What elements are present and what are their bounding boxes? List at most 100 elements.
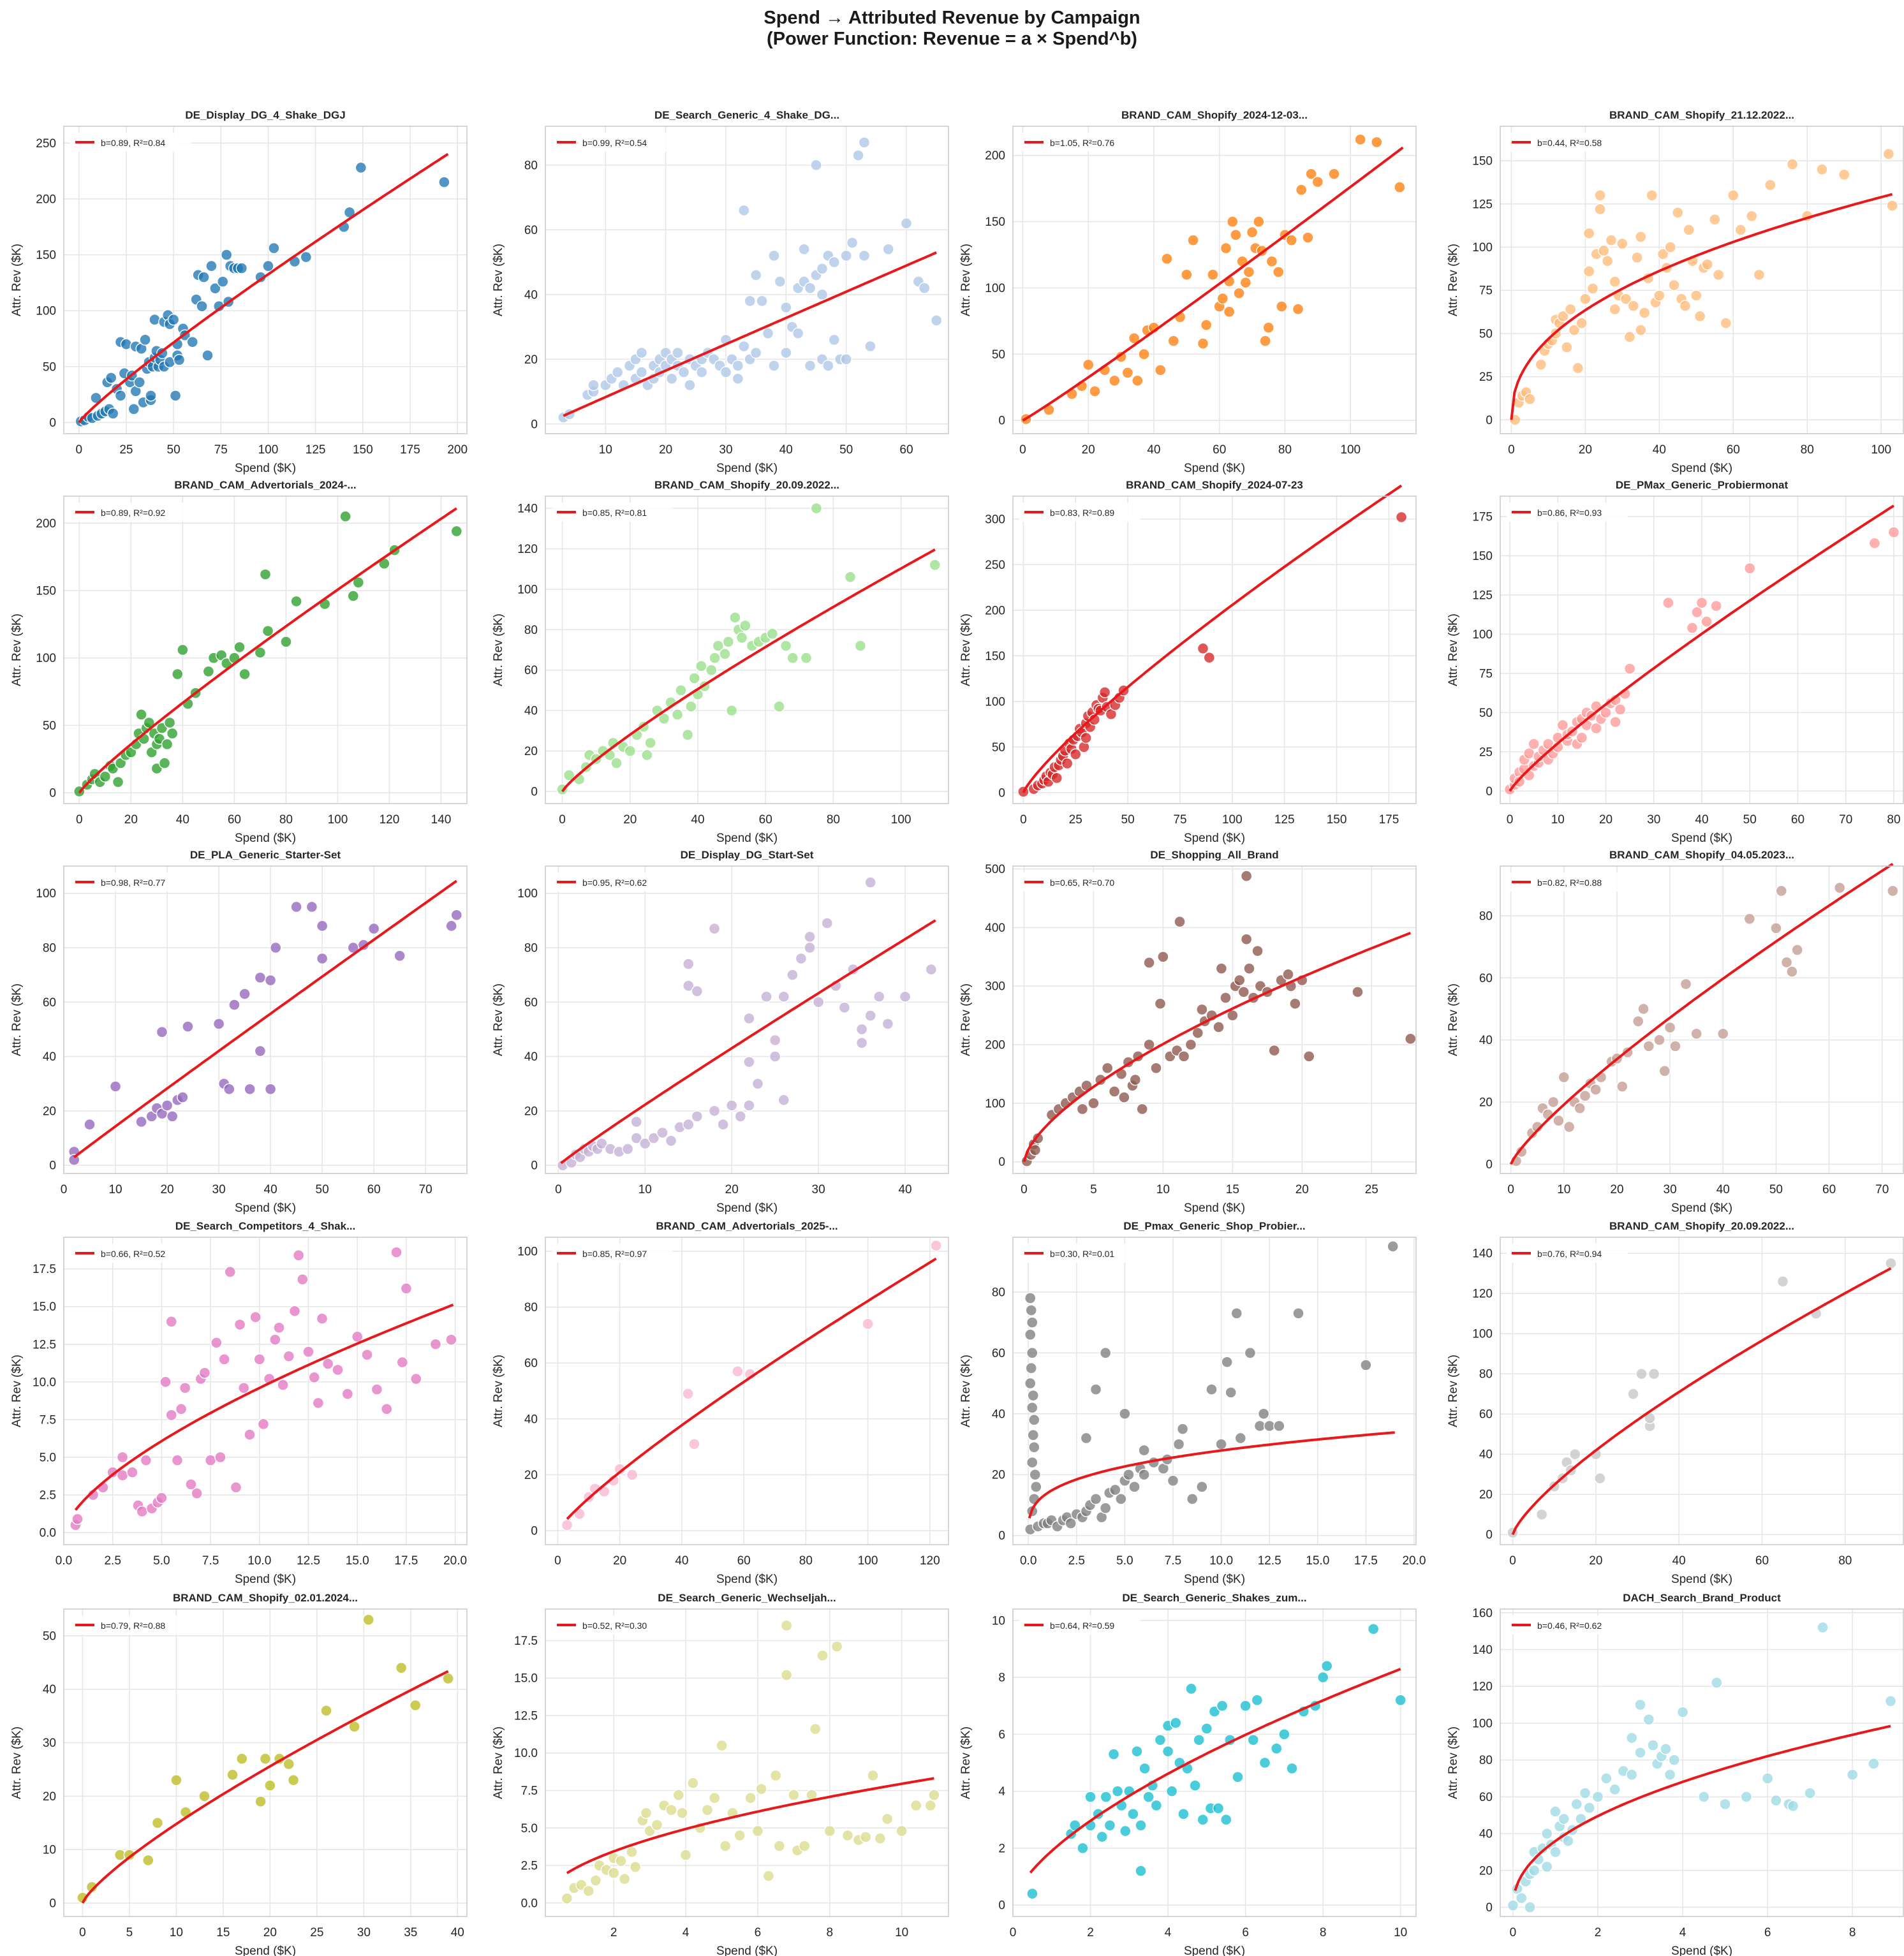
x-axis-label: Spend ($K) bbox=[235, 1202, 296, 1215]
fit-line bbox=[566, 1257, 937, 1520]
data-point bbox=[561, 1892, 573, 1904]
data-point bbox=[1258, 1756, 1271, 1769]
data-point bbox=[778, 990, 790, 1003]
x-tick-label: 0 bbox=[1509, 1554, 1516, 1568]
data-point bbox=[341, 1388, 354, 1400]
data-point bbox=[1660, 1743, 1672, 1755]
data-point bbox=[302, 1346, 314, 1358]
data-point bbox=[259, 1753, 272, 1765]
data-point bbox=[68, 1154, 80, 1166]
data-point bbox=[1123, 1469, 1135, 1481]
data-point bbox=[1186, 1493, 1199, 1505]
data-point bbox=[1711, 1677, 1723, 1689]
data-point bbox=[107, 408, 119, 420]
x-tick-label: 17.5 bbox=[1354, 1554, 1378, 1568]
y-tick-label: 60 bbox=[524, 1357, 538, 1371]
x-tick-label: 200 bbox=[447, 443, 468, 457]
data-point bbox=[1586, 283, 1599, 295]
data-point bbox=[255, 1795, 267, 1807]
x-tick-label: 40 bbox=[1716, 1183, 1730, 1196]
subplot-title: DACH_Search_Brand_Product bbox=[1623, 1592, 1781, 1604]
x-axis-label: Spend ($K) bbox=[1671, 462, 1732, 475]
legend-box bbox=[1019, 133, 1140, 152]
data-point bbox=[1579, 293, 1591, 305]
y-tick-label: 12.5 bbox=[514, 1709, 538, 1723]
data-point bbox=[202, 349, 214, 362]
y-tick-label: 300 bbox=[985, 513, 1005, 526]
data-point bbox=[166, 1110, 179, 1122]
y-tick-label: 150 bbox=[985, 650, 1005, 663]
x-axis-label: Spend ($K) bbox=[235, 832, 296, 845]
data-point bbox=[735, 631, 748, 644]
data-point bbox=[1065, 1517, 1077, 1529]
plot-area bbox=[1500, 1237, 1903, 1545]
data-point bbox=[1540, 1860, 1553, 1873]
data-point bbox=[855, 1023, 868, 1036]
data-point bbox=[288, 1305, 301, 1317]
legend-label: b=0.85, R²=0.81 bbox=[582, 508, 647, 518]
x-tick-label: 0 bbox=[1510, 1926, 1517, 1939]
plot-frame bbox=[63, 865, 468, 1174]
plot-frame bbox=[1500, 496, 1904, 804]
data-point bbox=[743, 1099, 755, 1112]
data-point bbox=[254, 647, 267, 659]
data-point bbox=[277, 1379, 289, 1391]
data-point bbox=[297, 1273, 309, 1286]
data-point bbox=[1535, 358, 1547, 371]
y-tick-label: 60 bbox=[524, 664, 538, 677]
data-point bbox=[1119, 1408, 1131, 1420]
data-point bbox=[749, 269, 762, 281]
data-point bbox=[1683, 224, 1695, 236]
subplot-12: 0 10 20 30 40 50 60 70 0 20 40 60 80 b=0.82, R²=0.88 B… bbox=[1447, 849, 1904, 1215]
data-point bbox=[136, 1505, 148, 1518]
x-tick-label: 140 bbox=[431, 813, 452, 827]
data-point bbox=[1535, 1508, 1548, 1520]
y-tick-label: 2.5 bbox=[40, 1489, 56, 1503]
data-point bbox=[1740, 1791, 1753, 1803]
y-tick-label: 100 bbox=[985, 282, 1005, 295]
y-tick-label: 250 bbox=[36, 137, 56, 151]
data-point bbox=[355, 161, 367, 174]
data-point bbox=[1027, 1389, 1039, 1402]
data-point bbox=[1139, 1762, 1151, 1775]
data-point bbox=[142, 1854, 154, 1867]
data-point bbox=[1627, 300, 1639, 312]
subplot-title: DE_Shopping_All_Brand bbox=[1150, 849, 1278, 861]
y-tick-label: 0 bbox=[998, 786, 1005, 800]
data-point bbox=[1405, 1033, 1417, 1045]
data-point bbox=[1193, 1734, 1205, 1746]
x-tick-label: 125 bbox=[1274, 813, 1295, 827]
x-tick-label: 0 bbox=[1508, 443, 1515, 457]
y-tick-label: 60 bbox=[1479, 972, 1493, 985]
data-point bbox=[257, 1418, 270, 1430]
subplot-19: 0 2 4 6 8 10 0 2 4 6 8 10 b=0.64, R²=0.59 DE_Search_G… bbox=[959, 1592, 1417, 1956]
x-tick-label: 80 bbox=[827, 813, 840, 827]
data-point bbox=[1026, 1456, 1038, 1469]
data-point bbox=[1594, 189, 1606, 202]
data-point bbox=[410, 1372, 422, 1385]
data-point bbox=[1642, 1713, 1655, 1726]
data-point bbox=[1028, 1414, 1040, 1426]
data-point bbox=[621, 1143, 634, 1155]
data-point bbox=[1594, 1472, 1606, 1485]
x-tick-label: 40 bbox=[1672, 1554, 1686, 1568]
legend-label: b=0.89, R²=0.92 bbox=[101, 508, 165, 518]
subplot-title: BRAND_CAM_Shopify_2024-12-03... bbox=[1121, 109, 1308, 121]
x-tick-label: 6 bbox=[1764, 1926, 1771, 1939]
data-point bbox=[1118, 1091, 1130, 1103]
data-point bbox=[708, 1105, 721, 1117]
legend-box bbox=[552, 133, 673, 152]
data-point bbox=[1181, 268, 1193, 281]
data-point bbox=[630, 1115, 642, 1128]
scatter-points bbox=[1507, 1621, 1897, 1913]
scatter-points bbox=[1024, 1240, 1399, 1536]
y-tick-label: 2 bbox=[998, 1842, 1005, 1855]
data-point bbox=[691, 1110, 704, 1122]
data-point bbox=[270, 941, 282, 954]
y-axis-label: Attr. Rev ($K) bbox=[1447, 614, 1460, 686]
x-tick-label: 40 bbox=[1695, 813, 1708, 827]
x-tick-label: 100 bbox=[858, 1554, 878, 1568]
x-tick-label: 30 bbox=[357, 1926, 371, 1939]
plot-frame bbox=[1012, 1608, 1417, 1917]
